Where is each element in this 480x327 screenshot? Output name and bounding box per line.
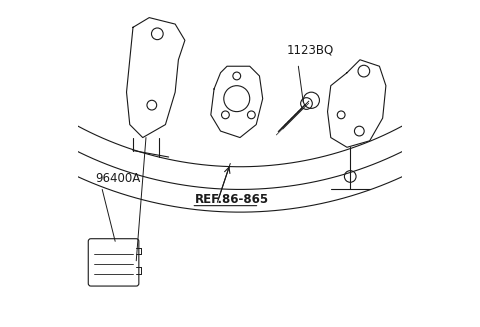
Text: 96400A: 96400A (96, 172, 141, 184)
Text: 1123BQ: 1123BQ (287, 43, 334, 57)
Text: REF.86-865: REF.86-865 (194, 193, 269, 206)
FancyBboxPatch shape (88, 239, 139, 286)
